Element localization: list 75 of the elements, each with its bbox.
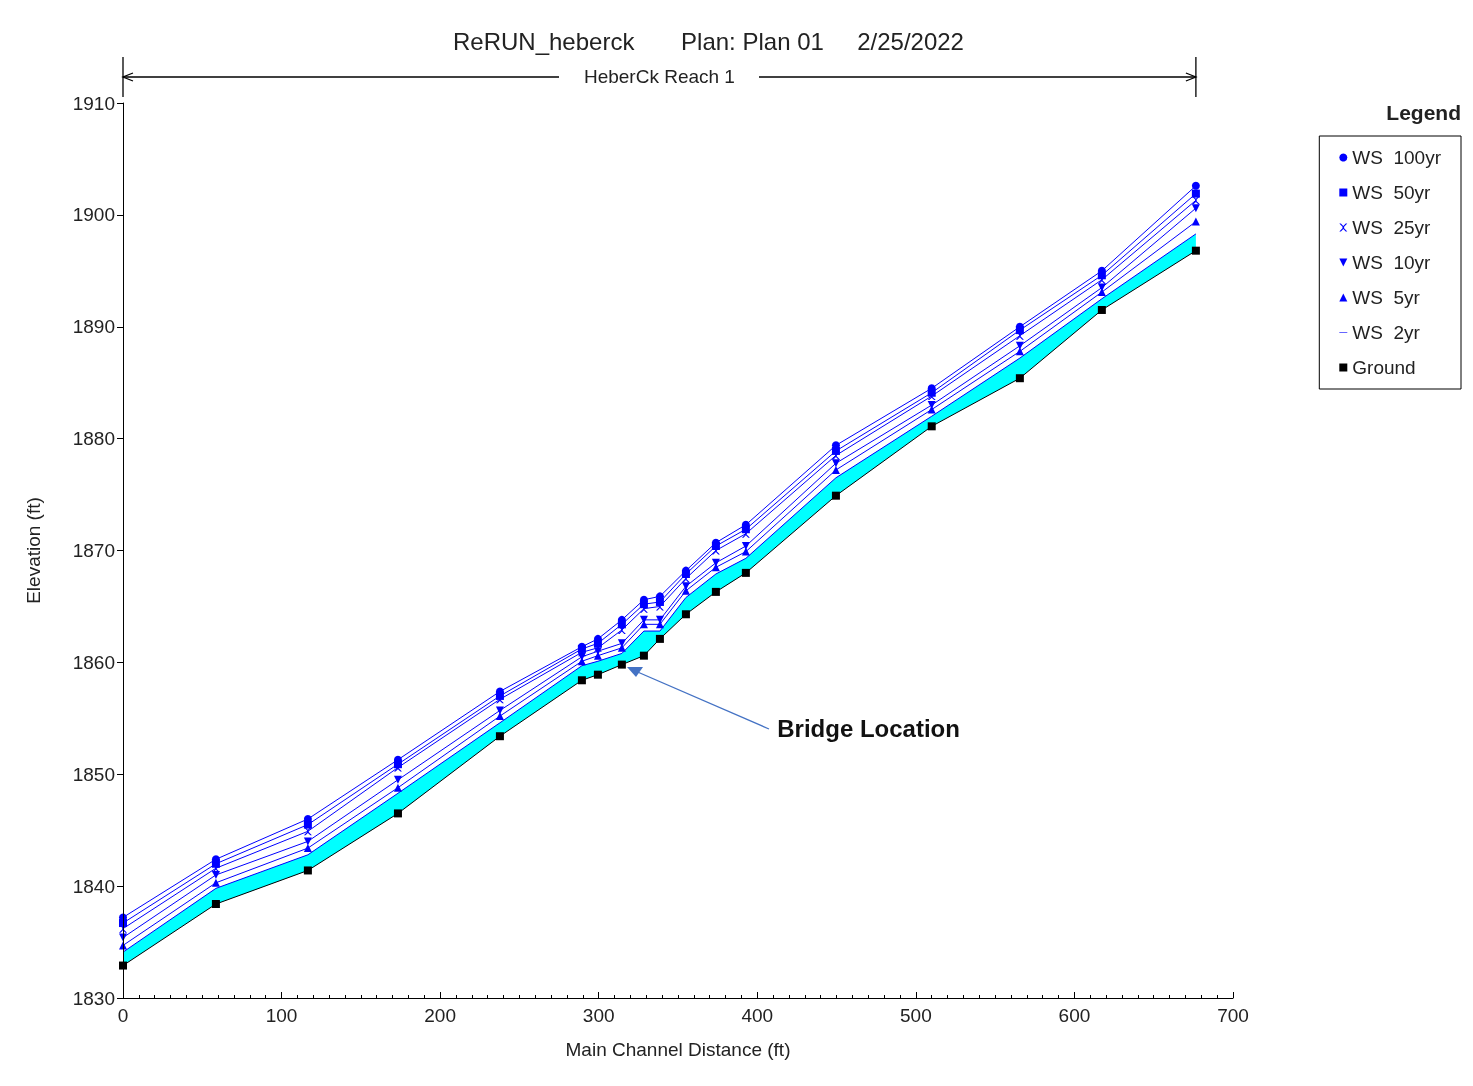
point (393, 809, 402, 818)
point (831, 451, 840, 460)
y-tick-label: 1860 (72, 651, 115, 673)
point (1097, 305, 1106, 314)
point (927, 422, 936, 431)
x-tick-label: 200 (424, 1005, 456, 1026)
point (831, 465, 840, 474)
y-tick-label: 1900 (72, 204, 115, 226)
text: HeberCk Reach 1 (559, 65, 760, 89)
point (741, 529, 750, 538)
legend-label: Ground (1352, 357, 1416, 378)
point (1015, 374, 1024, 383)
y-tick-label: 1910 (72, 92, 115, 114)
legend-label: WS 2yr (1352, 322, 1421, 343)
point (1097, 275, 1106, 284)
point (495, 732, 504, 741)
point (655, 634, 664, 643)
legend-label: WS 5yr (1352, 287, 1421, 308)
point (927, 392, 936, 401)
point (393, 775, 402, 784)
point (741, 568, 750, 577)
x-axis-title: Main Channel Distance (ft) (565, 1039, 791, 1060)
point (577, 676, 586, 685)
point (495, 695, 504, 704)
point (577, 657, 586, 666)
point (1191, 204, 1200, 213)
point (211, 900, 220, 909)
point (711, 546, 720, 555)
point (303, 837, 312, 846)
point (495, 712, 504, 721)
y-tick-label: 1850 (72, 763, 115, 785)
point (303, 866, 312, 875)
point (1015, 331, 1024, 340)
point (303, 827, 312, 836)
x-tick-label: 500 (900, 1005, 932, 1026)
point (1015, 341, 1024, 350)
x-tick-label: 300 (582, 1005, 615, 1026)
point (711, 587, 720, 596)
point (1191, 196, 1200, 205)
point (303, 844, 312, 853)
x-tick-label: 400 (741, 1005, 774, 1026)
point (1191, 181, 1200, 190)
point (741, 547, 750, 556)
annotation: Bridge Location (777, 714, 960, 743)
x-tick-label: 700 (1217, 1005, 1249, 1026)
x-tick-label: 0 (117, 1005, 129, 1026)
legend-label: WS 50yr (1352, 182, 1432, 203)
y-axis-title: Elevation (ft) (23, 497, 44, 604)
chart-title: ReRUN_heberck Plan: Plan 01 2/25/2022 (453, 27, 964, 55)
y-tick-label: 1890 (72, 316, 115, 338)
legend-label: WS 10yr (1352, 252, 1432, 273)
legend-label: WS 25yr (1352, 217, 1432, 238)
point (639, 651, 648, 660)
y-tick-label: 1880 (72, 428, 115, 450)
point (593, 670, 602, 679)
point (655, 620, 664, 629)
point (495, 706, 504, 715)
legend-title: Legend (1386, 101, 1461, 124)
point (617, 660, 626, 669)
x-tick-label: 600 (1058, 1005, 1091, 1026)
point (831, 491, 840, 500)
point (393, 783, 402, 792)
point (1191, 246, 1200, 255)
x-tick-label: 100 (265, 1005, 298, 1026)
point (1191, 217, 1200, 226)
y-tick-label: 1870 (72, 540, 115, 561)
point (211, 878, 220, 887)
legend-label: WS 100yr (1352, 147, 1442, 168)
point (211, 870, 220, 879)
point (1097, 288, 1106, 297)
point (681, 610, 690, 619)
y-tick-label: 1840 (72, 875, 115, 897)
point (711, 563, 720, 572)
point (831, 459, 840, 468)
y-tick-label: 1830 (72, 987, 115, 1009)
